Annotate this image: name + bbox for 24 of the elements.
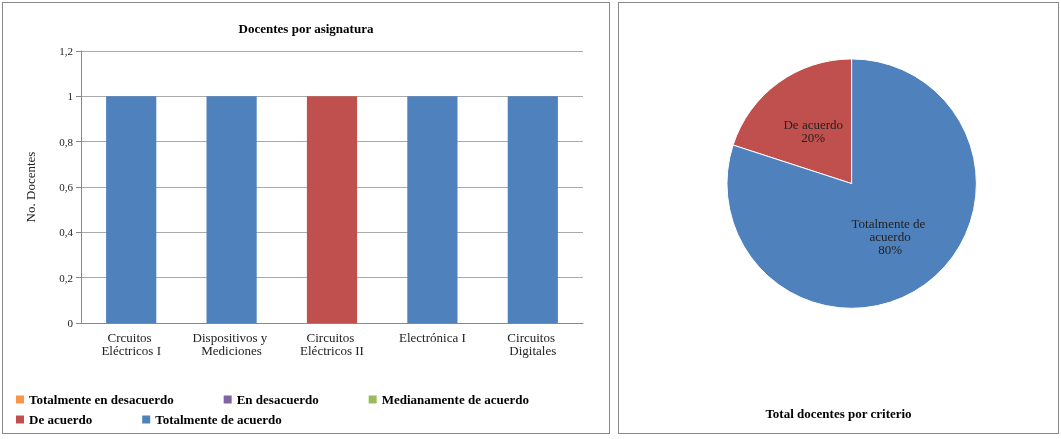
slice-label: De acuerdo bbox=[783, 116, 844, 132]
y-tick-label: 0 bbox=[67, 317, 74, 329]
y-axis-title: No. Docentes bbox=[23, 151, 38, 223]
data-label: 80% bbox=[878, 241, 903, 257]
x-tick-label: Electrónica I bbox=[399, 330, 466, 345]
x-tick-label: Crcuitos Eléctricos I bbox=[101, 330, 161, 358]
x-tick-label: Circuitos Digitales bbox=[507, 330, 559, 358]
y-tick-label: 0,6 bbox=[59, 181, 74, 193]
y-tick-label: 1 bbox=[67, 90, 73, 103]
legend-label: Medianamente de acuerdo bbox=[381, 392, 529, 407]
slice-label: Totalmente de acuerdo bbox=[851, 215, 929, 244]
y-tick-label: 0,4 bbox=[59, 226, 74, 239]
data-label: 20% bbox=[801, 129, 826, 145]
x-tick-label: Dispositivos y Mediciones bbox=[192, 330, 271, 358]
legend-label: Totalmente en desacuerdo bbox=[29, 392, 174, 407]
y-tick-label: 0,2 bbox=[59, 271, 73, 284]
legend-label: En desacuerdo bbox=[236, 392, 319, 407]
y-tick-label: 0,8 bbox=[59, 135, 74, 148]
legend-label: De acuerdo bbox=[29, 412, 93, 427]
x-tick-label: Circuitos Eléctricos II bbox=[300, 330, 364, 358]
chart-title: Docentes por asignatura bbox=[238, 21, 374, 36]
y-tick-label: 1,2 bbox=[59, 45, 73, 57]
text: Total docentes por criterio bbox=[765, 406, 912, 421]
legend-label: Totalmente de acuerdo bbox=[155, 412, 282, 427]
